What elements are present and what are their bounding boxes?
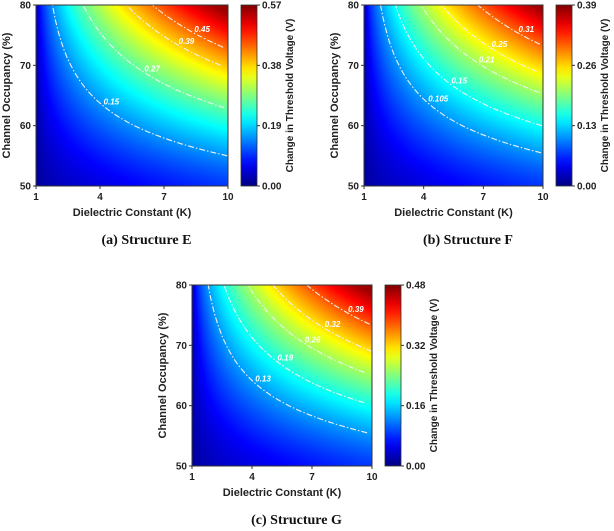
contour-line [394,4,543,127]
contour-line [247,284,365,374]
contour-line [82,4,225,109]
contour-line [380,4,542,154]
colorbar-tick-label: 0.00 [577,182,597,193]
y-axis-label: Channel Occupancy (%) [157,312,169,438]
x-tick-label: 4 [249,472,255,483]
contour-label: 0.32 [325,320,341,329]
x-axis-label: Dielectric Constant (K) [394,207,513,219]
panel-caption: (a) Structure E [102,233,192,248]
contour-label: 0.21 [479,55,495,64]
contour-line [51,4,228,157]
x-axis-label: Dielectric Constant (K) [223,487,342,499]
y-tick-label: 50 [176,462,188,473]
y-tick-label: 70 [20,61,32,72]
heatmap-image [36,5,228,186]
x-tick-label: 4 [97,192,103,203]
colorbar [240,4,258,187]
contour-label: 0.15 [104,98,120,107]
x-axis-label: Dielectric Constant (K) [73,207,192,219]
contour-line [223,284,365,404]
colorbar [555,4,573,187]
heatmap-image [364,5,543,186]
contour-line [207,284,368,434]
y-axis-label: Channel Occupancy (%) [1,32,13,158]
y-tick-label: 50 [348,182,360,193]
contour-label: 0.26 [305,335,321,344]
y-tick-label: 80 [20,1,32,12]
panel-3: 0.13 0.19 0.26 0.32 0.39 1 4 7 10 50 60 70 80 Dielect… [157,281,440,529]
x-tick-label: 7 [481,192,487,203]
heatmap-image [192,285,372,466]
colorbar-tick-label: 0.26 [577,61,597,72]
x-tick-label: 10 [537,192,549,203]
y-tick-label: 60 [348,121,360,132]
contour-label: 0.25 [492,40,508,49]
colorbar-tick-label: 0.32 [406,341,426,352]
y-tick-label: 60 [20,121,32,132]
x-tick-label: 1 [189,472,195,483]
colorbar-tick-label: 0.57 [262,1,282,12]
plot-frame [35,4,229,187]
colorbar-tick-label: 0.16 [406,401,426,412]
contour-line [441,4,537,72]
y-tick-label: 70 [176,341,188,352]
colorbar-tick-label: 0.13 [577,121,597,132]
colorbar-label: Change in Threshold Voltage (V) [429,299,440,453]
colorbar-tick-label: 0.39 [577,1,597,12]
y-tick-label: 60 [176,401,188,412]
x-tick-label: 4 [421,192,427,203]
contour-label: 0.15 [451,76,467,85]
contour-label: 0.31 [519,25,535,34]
contour-label: 0.27 [144,64,160,73]
x-tick-label: 10 [222,192,234,203]
x-tick-label: 7 [309,472,315,483]
x-tick-label: 10 [366,472,378,483]
colorbar-tick-label: 0.00 [262,182,282,193]
colorbar-label: Change in Threshold Voltage (V) [285,19,296,173]
colorbar-label: Change in Threshold Voltage (V) [600,19,611,173]
contour-line [420,4,540,94]
panel-caption: (b) Structure F [423,233,513,248]
y-tick-label: 80 [176,281,188,292]
contour-line [272,284,373,352]
colorbar-tick-label: 0.19 [262,121,282,132]
plot-frame [363,4,544,187]
panel-2: 0.105 0.15 0.21 0.25 0.31 1 4 7 10 50 60 70 80 Dielec… [329,1,611,249]
colorbar [384,284,402,467]
y-tick-label: 80 [348,1,360,12]
colorbar-tick-label: 0.38 [262,61,282,72]
contour-label: 0.105 [428,95,449,104]
panel-1: 0.15 0.27 0.39 0.45 1 4 7 10 50 60 70 80 Dielectric … [1,1,296,249]
contour-label: 0.19 [277,353,293,362]
y-tick-label: 50 [20,182,32,193]
contour-line [306,284,370,325]
contour-label: 0.39 [179,37,195,46]
contour-line [126,4,221,66]
x-tick-label: 1 [361,192,367,203]
contour-label: 0.39 [348,305,364,314]
y-axis-label: Channel Occupancy (%) [329,32,341,158]
contour-line [477,4,541,45]
x-tick-label: 1 [33,192,39,203]
y-tick-label: 70 [348,61,360,72]
plot-frame [191,284,373,467]
contour-label: 0.13 [255,375,271,384]
colorbar-tick-label: 0.00 [406,462,426,473]
contour-line [151,4,224,48]
colorbar-tick-label: 0.48 [406,281,426,292]
contour-label: 0.45 [194,25,210,34]
x-tick-label: 7 [161,192,167,203]
panel-caption: (c) Structure G [251,513,342,528]
